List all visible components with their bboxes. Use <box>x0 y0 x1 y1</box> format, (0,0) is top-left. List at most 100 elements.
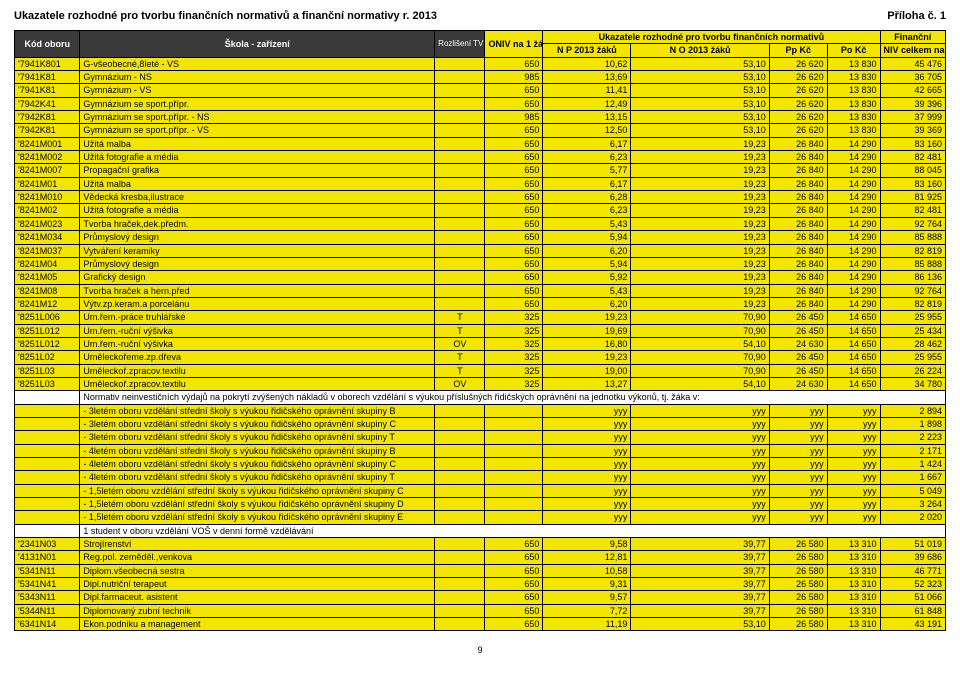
cell-oniv <box>485 417 543 430</box>
cell-np: 7,72 <box>543 604 631 617</box>
cell-po: 13 310 <box>827 604 880 617</box>
cell-pp: 26 450 <box>769 351 827 364</box>
cell-roz: OV <box>435 337 485 350</box>
cell-kod <box>15 444 80 457</box>
page-title-right: Příloha č. 1 <box>887 10 946 22</box>
cell-roz <box>435 404 485 417</box>
cell-niv: 81 925 <box>880 191 945 204</box>
table-row: '7942K81Gymnázium se sport.přípr. - NS98… <box>15 111 946 124</box>
cell-no: 39,77 <box>631 564 769 577</box>
cell-sk: Výtv.zp.keram.a porcelánu <box>80 297 435 310</box>
page-header: Ukazatele rozhodné pro tvorbu finančních… <box>14 10 946 22</box>
cell-no: 19,23 <box>631 231 769 244</box>
cell-pp: 26 840 <box>769 177 827 190</box>
cell-kod: '8241M05 <box>15 271 80 284</box>
cell-oniv: 650 <box>485 538 543 551</box>
col-pp: Pp Kč <box>769 44 827 57</box>
cell-kod: '8241M007 <box>15 164 80 177</box>
cell-po: 13 830 <box>827 111 880 124</box>
cell-sk: - 3letém oboru vzdělání střední školy s … <box>80 417 435 430</box>
cell-roz: T <box>435 364 485 377</box>
cell-no: yyy <box>631 498 769 511</box>
cell-roz <box>435 231 485 244</box>
cell-po: 14 650 <box>827 351 880 364</box>
cell-pp: 26 580 <box>769 604 827 617</box>
cell-kod: '8241M034 <box>15 231 80 244</box>
cell-no: 19,23 <box>631 271 769 284</box>
cell-pp: yyy <box>769 458 827 471</box>
cell-niv: 85 888 <box>880 231 945 244</box>
cell-niv: 2 171 <box>880 444 945 457</box>
cell-kod: '8241M002 <box>15 151 80 164</box>
table-row: '8251L006Um.řem.-práce truhlářskéT32519,… <box>15 311 946 324</box>
table-row: - 3letém oboru vzdělání střední školy s … <box>15 404 946 417</box>
cell-roz <box>435 564 485 577</box>
cell-roz: T <box>435 324 485 337</box>
cell-roz <box>435 458 485 471</box>
cell-no: 39,77 <box>631 538 769 551</box>
cell-sk: Um.řem.-ruční výšivka <box>80 337 435 350</box>
cell-roz <box>435 618 485 631</box>
cell-niv: 5 049 <box>880 484 945 497</box>
cell-roz: OV <box>435 377 485 390</box>
cell-oniv: 985 <box>485 71 543 84</box>
cell-no: 53,10 <box>631 97 769 110</box>
cell-pp: 26 450 <box>769 364 827 377</box>
cell-pp: 26 840 <box>769 297 827 310</box>
cell-np: 5,92 <box>543 271 631 284</box>
cell-po: 14 650 <box>827 324 880 337</box>
cell-po: 13 310 <box>827 551 880 564</box>
cell-roz <box>435 151 485 164</box>
cell-niv: 3 264 <box>880 498 945 511</box>
cell-pp: 26 840 <box>769 257 827 270</box>
cell-roz <box>435 604 485 617</box>
cell-kod: '8241M010 <box>15 191 80 204</box>
cell-oniv: 650 <box>485 271 543 284</box>
cell-no: 53,10 <box>631 124 769 137</box>
cell-roz <box>435 257 485 270</box>
cell-np: 5,43 <box>543 217 631 230</box>
note-cell: 1 student v oboru vzdělání VOŠ v denní f… <box>80 524 946 537</box>
cell-np: 19,69 <box>543 324 631 337</box>
cell-po: 14 650 <box>827 377 880 390</box>
cell-kod: '8251L03 <box>15 377 80 390</box>
cell-kod <box>15 391 80 404</box>
cell-sk: G-všeobecné,8leté - VS <box>80 57 435 70</box>
cell-no: 19,23 <box>631 284 769 297</box>
cell-np: 6,17 <box>543 177 631 190</box>
cell-np: 10,62 <box>543 57 631 70</box>
cell-po: yyy <box>827 404 880 417</box>
cell-niv: 39 369 <box>880 124 945 137</box>
table-row: '8251L03Uměleckoř.zpracov.textiluT32519,… <box>15 364 946 377</box>
cell-oniv: 650 <box>485 151 543 164</box>
cell-kod: '8251L012 <box>15 324 80 337</box>
cell-np: yyy <box>543 484 631 497</box>
cell-kod <box>15 498 80 511</box>
cell-oniv: 650 <box>485 191 543 204</box>
cell-pp: yyy <box>769 498 827 511</box>
cell-niv: 25 955 <box>880 311 945 324</box>
page-title-left: Ukazatele rozhodné pro tvorbu finančních… <box>14 10 437 22</box>
cell-np: 13,15 <box>543 111 631 124</box>
cell-np: 6,20 <box>543 297 631 310</box>
cell-po: 13 830 <box>827 97 880 110</box>
cell-sk: Užitá malba <box>80 177 435 190</box>
cell-no: 19,23 <box>631 191 769 204</box>
cell-po: 13 310 <box>827 618 880 631</box>
cell-niv: 85 888 <box>880 257 945 270</box>
cell-niv: 39 396 <box>880 97 945 110</box>
cell-roz <box>435 444 485 457</box>
cell-pp: 24 630 <box>769 377 827 390</box>
cell-no: yyy <box>631 484 769 497</box>
cell-no: 19,23 <box>631 151 769 164</box>
cell-oniv <box>485 431 543 444</box>
cell-oniv: 650 <box>485 57 543 70</box>
col-rozliseni: Rozlišení TV a OV u oborů kat. E, H, L <box>435 31 485 58</box>
cell-no: 53,10 <box>631 111 769 124</box>
cell-no: 19,23 <box>631 297 769 310</box>
col-oniv: ONIV na 1 žáka 2013 Kč <box>485 31 543 58</box>
cell-niv: 37 999 <box>880 111 945 124</box>
cell-no: 53,10 <box>631 57 769 70</box>
cell-niv: 34 780 <box>880 377 945 390</box>
cell-np: 13,27 <box>543 377 631 390</box>
